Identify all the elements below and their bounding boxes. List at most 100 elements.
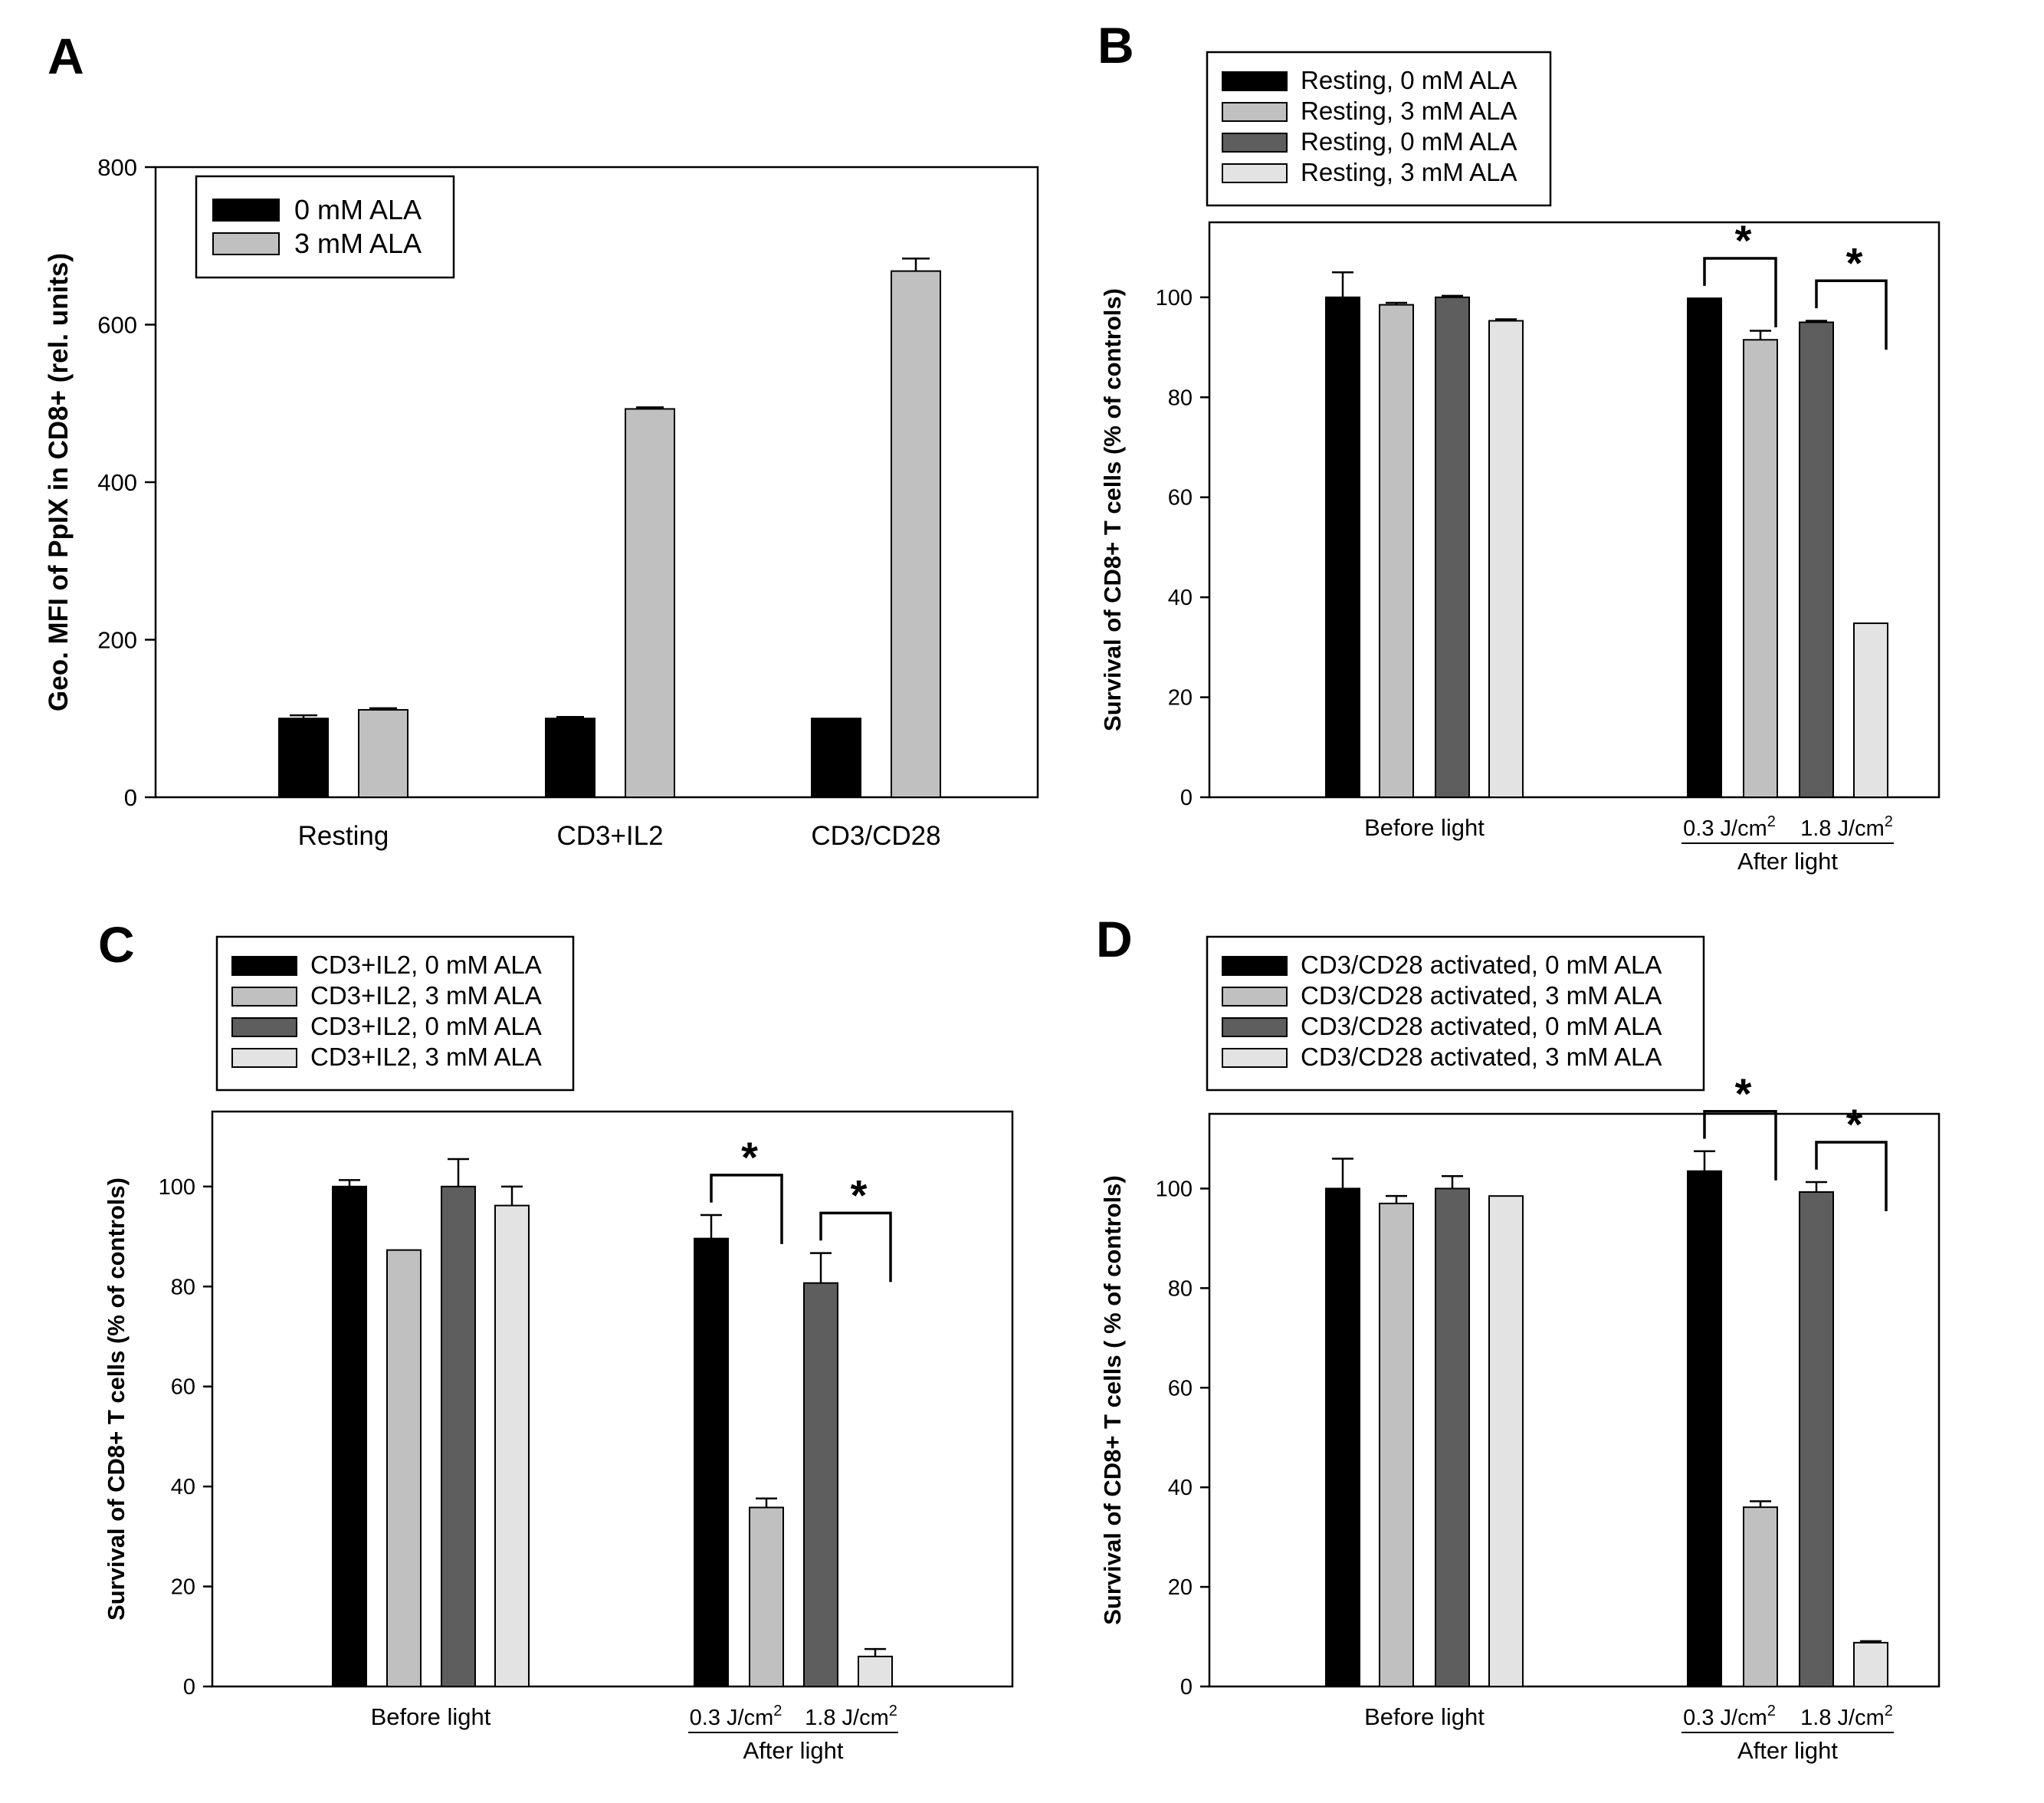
significance-star: * xyxy=(741,1133,758,1181)
bar xyxy=(1687,297,1722,798)
dose-label-0-3-sup: 2 xyxy=(1767,1703,1776,1719)
dose-label-1-8-text: 1.8 J/cm xyxy=(805,1706,889,1730)
bar xyxy=(891,270,941,798)
panel-label-b: B xyxy=(1097,17,1134,74)
bar xyxy=(1743,339,1778,798)
panel-a-chart: 0 200 400 600 800 Geo. MFI of PpIX in CD8+ (r… xyxy=(44,154,1039,851)
y-tick-label: 40 xyxy=(171,1475,195,1499)
panel-label-c: C xyxy=(98,916,135,973)
y-tick-label: 80 xyxy=(171,1275,195,1299)
legend-swatch xyxy=(1222,1048,1288,1068)
legend-swatch xyxy=(1222,102,1288,122)
after-light-label: After light xyxy=(1737,848,1838,875)
bar xyxy=(858,1655,893,1688)
bar xyxy=(1379,1202,1414,1687)
bar xyxy=(1435,1187,1470,1688)
y-tick-label: 100 xyxy=(1156,286,1193,310)
legend-label: Resting, 0 mM ALA xyxy=(1301,66,1517,94)
y-tick-label: 60 xyxy=(1168,486,1193,511)
dose-label-1-8-sup: 2 xyxy=(889,1703,897,1719)
bar xyxy=(441,1185,476,1687)
legend-box xyxy=(1206,935,1705,1092)
significance-star: * xyxy=(851,1171,868,1219)
legend-label: 3 mM ALA xyxy=(294,228,422,259)
legend-label: Resting, 0 mM ALA xyxy=(1301,127,1517,156)
significance-bracket xyxy=(1703,1110,1777,1181)
error-bar xyxy=(636,406,664,409)
legend-swatch xyxy=(212,232,280,255)
legend-label: Resting, 3 mM ALA xyxy=(1301,158,1517,186)
legend-swatch xyxy=(1222,71,1288,91)
panel-d-chart: 0 20 40 60 80 100 Survival of CD8+ T cells ( %… xyxy=(1099,935,1941,1764)
dose-label-0-3: 0.3 J/cm2 xyxy=(1683,1703,1776,1730)
error-bar xyxy=(556,715,584,719)
y-tick-label: 80 xyxy=(1168,386,1193,410)
y-tick-label: 60 xyxy=(1168,1376,1193,1401)
x-category-label: CD3/CD28 xyxy=(811,821,940,851)
legend-label: CD3/CD28 activated, 0 mM ALA xyxy=(1301,1012,1662,1040)
legend-label: CD3/CD28 activated, 0 mM ALA xyxy=(1301,951,1662,979)
y-tick-label: 0 xyxy=(1180,786,1193,810)
legend-label: CD3+IL2, 0 mM ALA xyxy=(310,951,542,979)
bar xyxy=(332,1185,367,1687)
legend-box xyxy=(195,175,455,279)
legend-label: 0 mM ALA xyxy=(294,194,422,225)
y-tick-label: 60 xyxy=(171,1375,195,1400)
bar xyxy=(1853,622,1888,798)
y-tick-label: 20 xyxy=(1168,1575,1193,1600)
plot-frame xyxy=(1208,221,1941,799)
dose-label-0-3-sup: 2 xyxy=(773,1703,782,1719)
bar xyxy=(494,1204,530,1687)
error-bar xyxy=(700,1213,722,1239)
legend-swatch xyxy=(231,987,297,1007)
significance-bracket xyxy=(710,1174,783,1244)
legend-swatch xyxy=(231,1017,297,1037)
error-bar xyxy=(1332,1158,1353,1189)
error-bar xyxy=(1386,1194,1407,1204)
error-bar xyxy=(1806,1181,1827,1192)
bar xyxy=(803,1282,838,1687)
error-bar xyxy=(1386,301,1407,305)
legend-swatch xyxy=(212,199,280,222)
dose-label-1-8: 1.8 J/cm2 xyxy=(1800,1703,1893,1730)
before-light-label: Before light xyxy=(371,1703,491,1730)
error-bar xyxy=(369,707,397,710)
legend-label: CD3+IL2, 0 mM ALA xyxy=(310,1012,542,1040)
bar xyxy=(749,1506,784,1687)
error-bar xyxy=(1750,1500,1771,1508)
panel-b-chart: 0 20 40 60 80 100 Survival of CD8+ T cells (% … xyxy=(1099,51,1941,875)
dose-label-0-3-text: 0.3 J/cm xyxy=(1683,1706,1767,1730)
x-category-label: Resting xyxy=(298,821,389,851)
dose-label-0-3-sup: 2 xyxy=(1767,813,1776,830)
bar xyxy=(1379,304,1414,798)
dose-label-1-8-text: 1.8 J/cm xyxy=(1800,1706,1885,1730)
y-tick-label: 80 xyxy=(1168,1276,1193,1301)
after-light-label: After light xyxy=(743,1737,844,1764)
legend-label: CD3/CD28 activated, 3 mM ALA xyxy=(1301,981,1662,1010)
legend-swatch xyxy=(1222,1017,1288,1037)
dose-label-1-8: 1.8 J/cm2 xyxy=(1800,813,1893,841)
dose-label-0-3-text: 0.3 J/cm xyxy=(1683,816,1767,841)
error-bar xyxy=(1860,1640,1882,1643)
bar xyxy=(278,718,329,798)
y-tick-label: 100 xyxy=(1156,1177,1193,1201)
y-tick-label: 40 xyxy=(1168,1476,1193,1500)
bar xyxy=(694,1237,729,1688)
error-bar xyxy=(290,714,317,719)
legend-swatch xyxy=(231,956,297,976)
bar xyxy=(358,708,408,799)
legend-swatch xyxy=(1222,987,1288,1007)
y-tick-label: 20 xyxy=(171,1575,195,1600)
legend-label: CD3+IL2, 3 mM ALA xyxy=(310,1043,542,1071)
bar xyxy=(811,718,861,798)
legend-swatch xyxy=(231,1048,297,1068)
error-bar xyxy=(902,257,930,271)
bar xyxy=(1799,321,1834,799)
error-bar xyxy=(1750,330,1771,340)
dose-label-1-8-sup: 2 xyxy=(1885,813,1893,830)
error-bar xyxy=(1442,1174,1463,1189)
bar xyxy=(1853,1641,1888,1688)
error-bar xyxy=(339,1179,360,1187)
bar xyxy=(1488,1195,1524,1687)
bar xyxy=(1743,1506,1778,1687)
